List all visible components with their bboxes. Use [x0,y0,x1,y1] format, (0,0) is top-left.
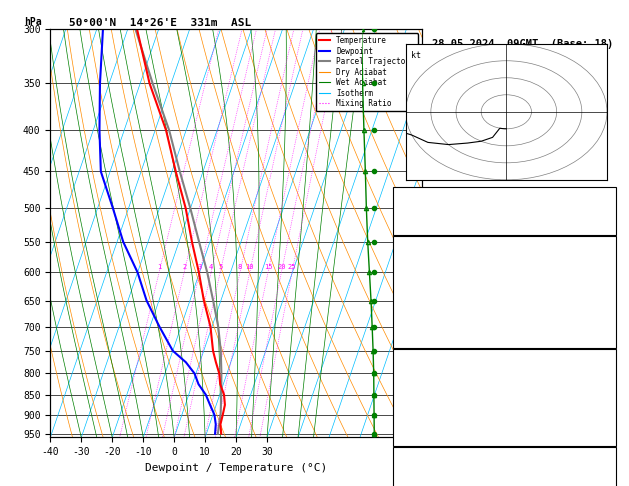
Text: CAPE (J): CAPE (J) [396,417,439,426]
Text: 28.05.2024  09GMT  (Base: 18): 28.05.2024 09GMT (Base: 18) [431,39,613,50]
Text: 2: 2 [182,264,186,270]
Text: 800: 800 [597,369,613,378]
Text: kt: kt [411,51,421,60]
Text: 314: 314 [597,288,613,297]
Y-axis label: km
ASL: km ASL [449,224,464,243]
Text: hPa: hPa [25,17,42,27]
Text: θₑ (K): θₑ (K) [396,385,428,394]
Text: 5: 5 [218,264,222,270]
Text: EH: EH [396,466,407,475]
Text: Surface: Surface [486,240,523,249]
X-axis label: Dewpoint / Temperature (°C): Dewpoint / Temperature (°C) [145,463,327,473]
Text: 0: 0 [608,433,613,442]
Text: Totals Totals: Totals Totals [396,207,466,216]
Text: 13.7: 13.7 [592,256,613,265]
Text: Pressure (mb): Pressure (mb) [396,369,466,378]
Text: LCL: LCL [430,432,444,441]
Text: K: K [396,191,402,200]
Text: 29: 29 [603,191,613,200]
Text: 5: 5 [608,304,613,313]
Text: 4: 4 [209,264,213,270]
Text: 0: 0 [608,417,613,426]
Text: 20: 20 [277,264,286,270]
Text: Most Unstable: Most Unstable [470,353,540,362]
Text: Dewp (°C): Dewp (°C) [396,272,445,281]
Text: CAPE (J): CAPE (J) [396,320,439,329]
Text: 1: 1 [157,264,161,270]
Text: CIN (J): CIN (J) [396,433,434,442]
Text: © weatheronline.co.uk: © weatheronline.co.uk [454,472,559,481]
Text: CIN (J): CIN (J) [396,336,434,345]
Text: 3: 3 [198,264,202,270]
Text: 8: 8 [238,264,242,270]
Text: Hodograph: Hodograph [481,450,529,459]
Legend: Temperature, Dewpoint, Parcel Trajectory, Dry Adiabat, Wet Adiabat, Isotherm, Mi: Temperature, Dewpoint, Parcel Trajectory… [316,33,418,111]
Text: 2: 2 [608,401,613,410]
Text: Lifted Index: Lifted Index [396,304,461,313]
Text: 10: 10 [245,264,254,270]
Text: 318: 318 [597,385,613,394]
Text: 15: 15 [264,264,272,270]
Text: Temp (°C): Temp (°C) [396,256,445,265]
Text: SREH: SREH [396,482,418,486]
Text: 0: 0 [608,320,613,329]
Text: 9: 9 [608,482,613,486]
Text: θₑ(K): θₑ(K) [396,288,423,297]
Text: 25: 25 [287,264,296,270]
Text: 2.5: 2.5 [597,223,613,232]
Text: 50°00'N  14°26'E  331m  ASL: 50°00'N 14°26'E 331m ASL [69,18,251,28]
Text: 11.9: 11.9 [592,272,613,281]
Text: 48: 48 [603,207,613,216]
Text: 1: 1 [608,466,613,475]
Text: PW (cm): PW (cm) [396,223,434,232]
Text: Lifted Index: Lifted Index [396,401,461,410]
Text: 0: 0 [608,336,613,345]
